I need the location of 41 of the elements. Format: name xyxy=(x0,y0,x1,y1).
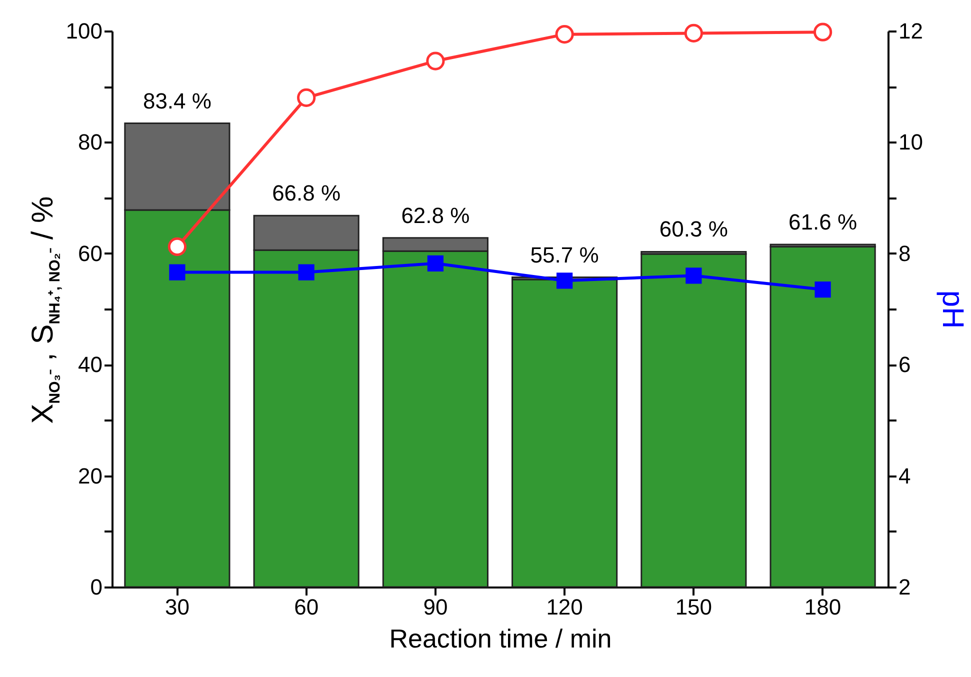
y2-tick-label: 4 xyxy=(898,463,911,488)
point xyxy=(169,264,186,280)
total-label: 83.4 % xyxy=(142,88,212,114)
y-tick-label: 40 xyxy=(78,352,102,378)
x-tick-label: 60 xyxy=(294,594,319,620)
y2-tick-label: 2 xyxy=(898,574,911,600)
point xyxy=(427,255,444,272)
y-tick-label: 80 xyxy=(78,130,102,155)
point xyxy=(426,52,445,70)
x-tick-label: 180 xyxy=(804,594,842,620)
x-tick-label: 90 xyxy=(423,594,448,620)
y2-tick-label: 6 xyxy=(898,352,911,378)
x-tick-label: 30 xyxy=(164,594,190,620)
total-label: 61.6 % xyxy=(788,210,858,235)
y2-tick-label: 12 xyxy=(898,18,923,44)
point xyxy=(168,237,187,256)
x-tick-label: 120 xyxy=(546,594,583,620)
point xyxy=(556,272,573,289)
point xyxy=(686,268,702,284)
y-tick-label: 20 xyxy=(78,463,102,488)
x-tick-label: 150 xyxy=(675,594,712,620)
total-label: 62.8 % xyxy=(401,202,470,228)
y2-tick-label: 10 xyxy=(898,130,923,155)
point xyxy=(814,281,831,298)
total-label: 66.8 % xyxy=(272,180,341,206)
point xyxy=(813,22,832,42)
point xyxy=(298,264,314,280)
bar xyxy=(640,253,747,588)
point xyxy=(297,88,316,108)
y2-tick-label: 8 xyxy=(898,240,911,266)
bar xyxy=(512,278,618,588)
point xyxy=(555,25,574,44)
total-label: 55.7 % xyxy=(530,242,599,268)
x-axis-title: Reaction time / min xyxy=(389,624,612,654)
y-tick-label: 100 xyxy=(66,18,102,44)
y2-axis-title: pH xyxy=(936,290,969,329)
total-label: 60.3 % xyxy=(659,216,728,242)
y-tick-label: 60 xyxy=(78,240,102,266)
y-tick-label: 0 xyxy=(90,574,102,600)
point xyxy=(684,24,703,43)
bar xyxy=(770,246,876,588)
